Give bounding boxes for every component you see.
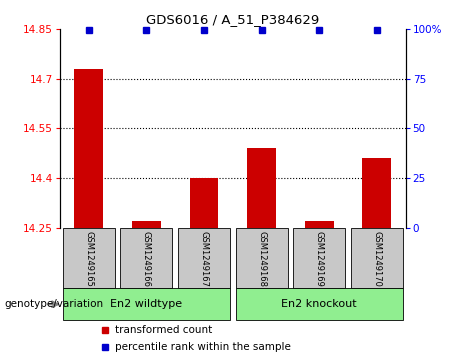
Bar: [63, 288, 230, 320]
Text: percentile rank within the sample: percentile rank within the sample: [115, 342, 291, 352]
Bar: [293, 228, 345, 288]
Bar: [236, 228, 288, 288]
Bar: [351, 228, 403, 288]
Bar: [247, 148, 276, 228]
Text: GSM1249165: GSM1249165: [84, 231, 93, 287]
Text: GSM1249168: GSM1249168: [257, 231, 266, 287]
Text: GSM1249167: GSM1249167: [200, 231, 208, 287]
Bar: [178, 228, 230, 288]
Bar: [132, 221, 161, 228]
Text: GSM1249166: GSM1249166: [142, 231, 151, 287]
Bar: [74, 69, 103, 228]
Text: En2 wildtype: En2 wildtype: [110, 299, 183, 309]
Bar: [189, 178, 219, 228]
Bar: [63, 228, 115, 288]
Bar: [120, 228, 172, 288]
Text: genotype/variation: genotype/variation: [5, 299, 104, 309]
Text: GSM1249169: GSM1249169: [315, 231, 324, 287]
Bar: [305, 221, 334, 228]
Title: GDS6016 / A_51_P384629: GDS6016 / A_51_P384629: [146, 13, 319, 26]
Text: transformed count: transformed count: [115, 325, 213, 335]
Bar: [236, 288, 403, 320]
Bar: [362, 158, 391, 228]
Text: En2 knockout: En2 knockout: [281, 299, 357, 309]
Text: GSM1249170: GSM1249170: [372, 231, 381, 287]
